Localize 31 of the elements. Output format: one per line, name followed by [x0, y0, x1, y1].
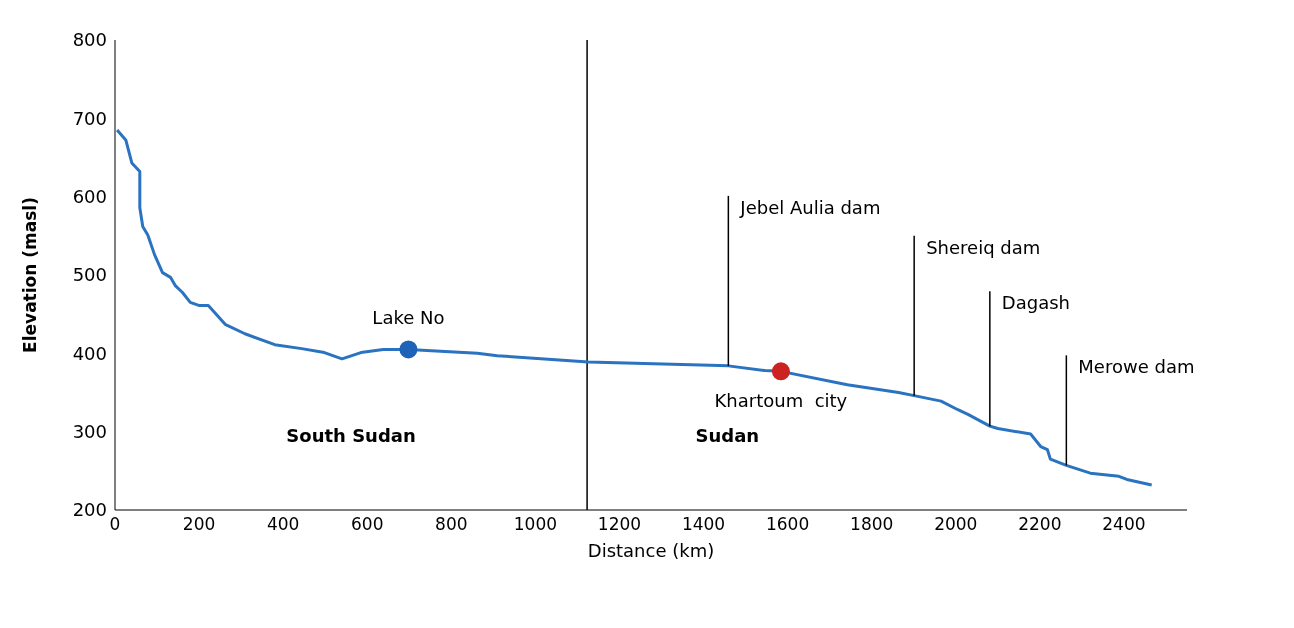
annotation: Sudan [695, 425, 760, 446]
y-tick-label: 400 [72, 342, 107, 364]
y-tick-label: 300 [72, 421, 107, 443]
x-tick-label: 1200 [597, 514, 642, 535]
x-tick-label: 200 [182, 514, 216, 535]
x-tick-label: 2400 [1102, 514, 1146, 535]
annotation: Merowe dam [1078, 356, 1195, 378]
x-tick-label: 1400 [681, 514, 726, 535]
y-axis-title: Elevation (masl) [20, 197, 41, 353]
annotation: South Sudan [286, 425, 416, 446]
y-tick-label: 200 [72, 499, 107, 521]
annotation: Dagash [1001, 292, 1070, 314]
annotation: Lake No [372, 307, 445, 329]
annotation: Shereiq dam [926, 236, 1041, 258]
y-tick-label: 800 [72, 29, 107, 51]
x-tick-label: 1800 [850, 514, 894, 535]
x-tick-label: 1000 [513, 514, 558, 535]
x-tick-label: 600 [351, 514, 384, 535]
y-tick-label: 500 [72, 264, 107, 286]
x-tick-label: 800 [435, 514, 468, 535]
x-tick-label: 2200 [1018, 514, 1062, 535]
x-tick-label: 1600 [765, 514, 810, 535]
x-tick-label: 0 [109, 514, 121, 535]
x-axis-title: Distance (km) [587, 540, 715, 561]
y-tick-label: 700 [72, 107, 107, 129]
x-tick-label: 400 [266, 514, 300, 535]
annotation: Khartoum city [714, 390, 848, 412]
x-tick-label: 2000 [934, 514, 978, 535]
annotation: Jebel Aulia dam [739, 196, 881, 218]
line-series [115, 128, 1154, 487]
y-tick-label: 600 [72, 186, 107, 208]
